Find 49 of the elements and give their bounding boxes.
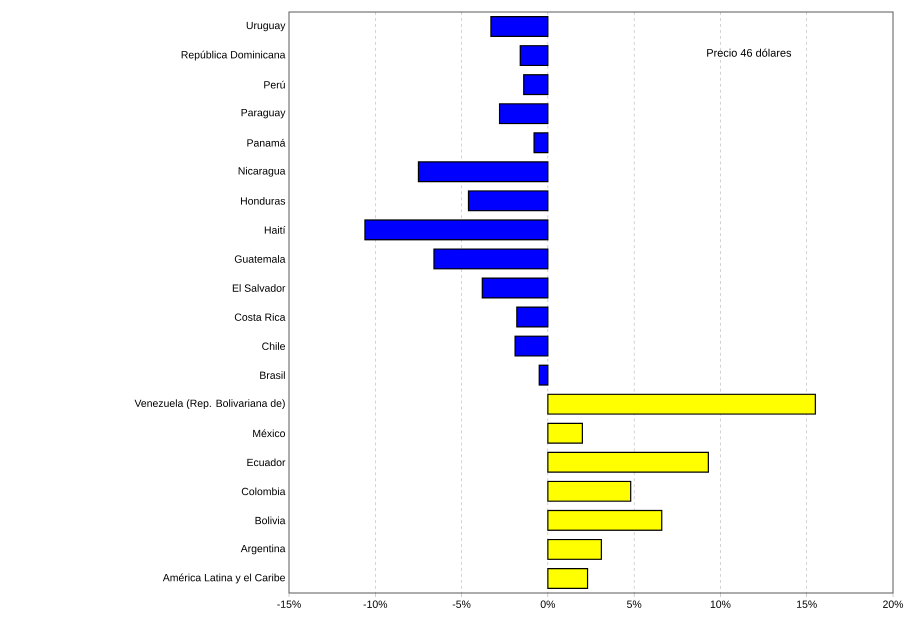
y-tick-label: México (253, 429, 286, 438)
bar (547, 452, 709, 473)
y-tick-label: Costa Rica (234, 313, 286, 321)
bar (547, 422, 583, 444)
y-tick-label: Honduras (240, 196, 286, 205)
bar (490, 16, 548, 37)
y-tick-label: Ecuador (247, 458, 286, 466)
y-tick-label: Chile (262, 342, 285, 350)
bar (538, 364, 548, 386)
x-tick-label: 0% (540, 600, 556, 608)
bar (364, 219, 548, 240)
x-tick-label: -5% (452, 600, 470, 608)
bar (547, 480, 632, 502)
y-tick-label: Panamá (247, 138, 286, 147)
y-tick-label: Paraguay (242, 109, 286, 118)
y-tick-label: Bolivia (256, 516, 286, 524)
y-tick-label: República Dominicana (182, 50, 286, 61)
bar (418, 161, 548, 182)
bar (498, 103, 548, 124)
annotation: Precio 46 dólares (707, 48, 792, 57)
y-tick-label: Nicaragua (238, 166, 286, 177)
y-tick-label: Colombia (242, 487, 286, 496)
y-tick-label: Guatemala (234, 255, 286, 263)
y-tick-label: Venezuela (Rep. Bolivariana de) (134, 399, 285, 410)
y-tick-label: América Latina y el Caribe (162, 574, 285, 584)
x-tick-label: 10% (710, 600, 731, 608)
bar (514, 336, 548, 357)
bar (520, 45, 548, 66)
x-tick-label: 20% (883, 600, 904, 608)
bar (482, 278, 548, 298)
x-tick-label: 5% (627, 600, 642, 608)
bar (523, 74, 548, 96)
bar (547, 538, 602, 560)
y-tick-label: Brasil (260, 371, 285, 379)
y-tick-label: Haití (264, 226, 286, 234)
y-tick-label: El Salvador (232, 284, 286, 292)
x-tick-label: 15% (797, 600, 817, 608)
x-tick-label: -10% (364, 600, 388, 608)
bar (468, 190, 548, 212)
y-tick-label: Argentina (240, 544, 286, 554)
x-tick-label: -15% (277, 600, 301, 608)
bar (433, 248, 548, 270)
bar (516, 306, 548, 328)
y-tick-label: Perú (264, 80, 285, 89)
y-tick-label: Uruguay (246, 22, 286, 32)
bar (547, 394, 816, 415)
bar (547, 568, 588, 589)
bar (533, 132, 548, 154)
bar (547, 510, 662, 531)
